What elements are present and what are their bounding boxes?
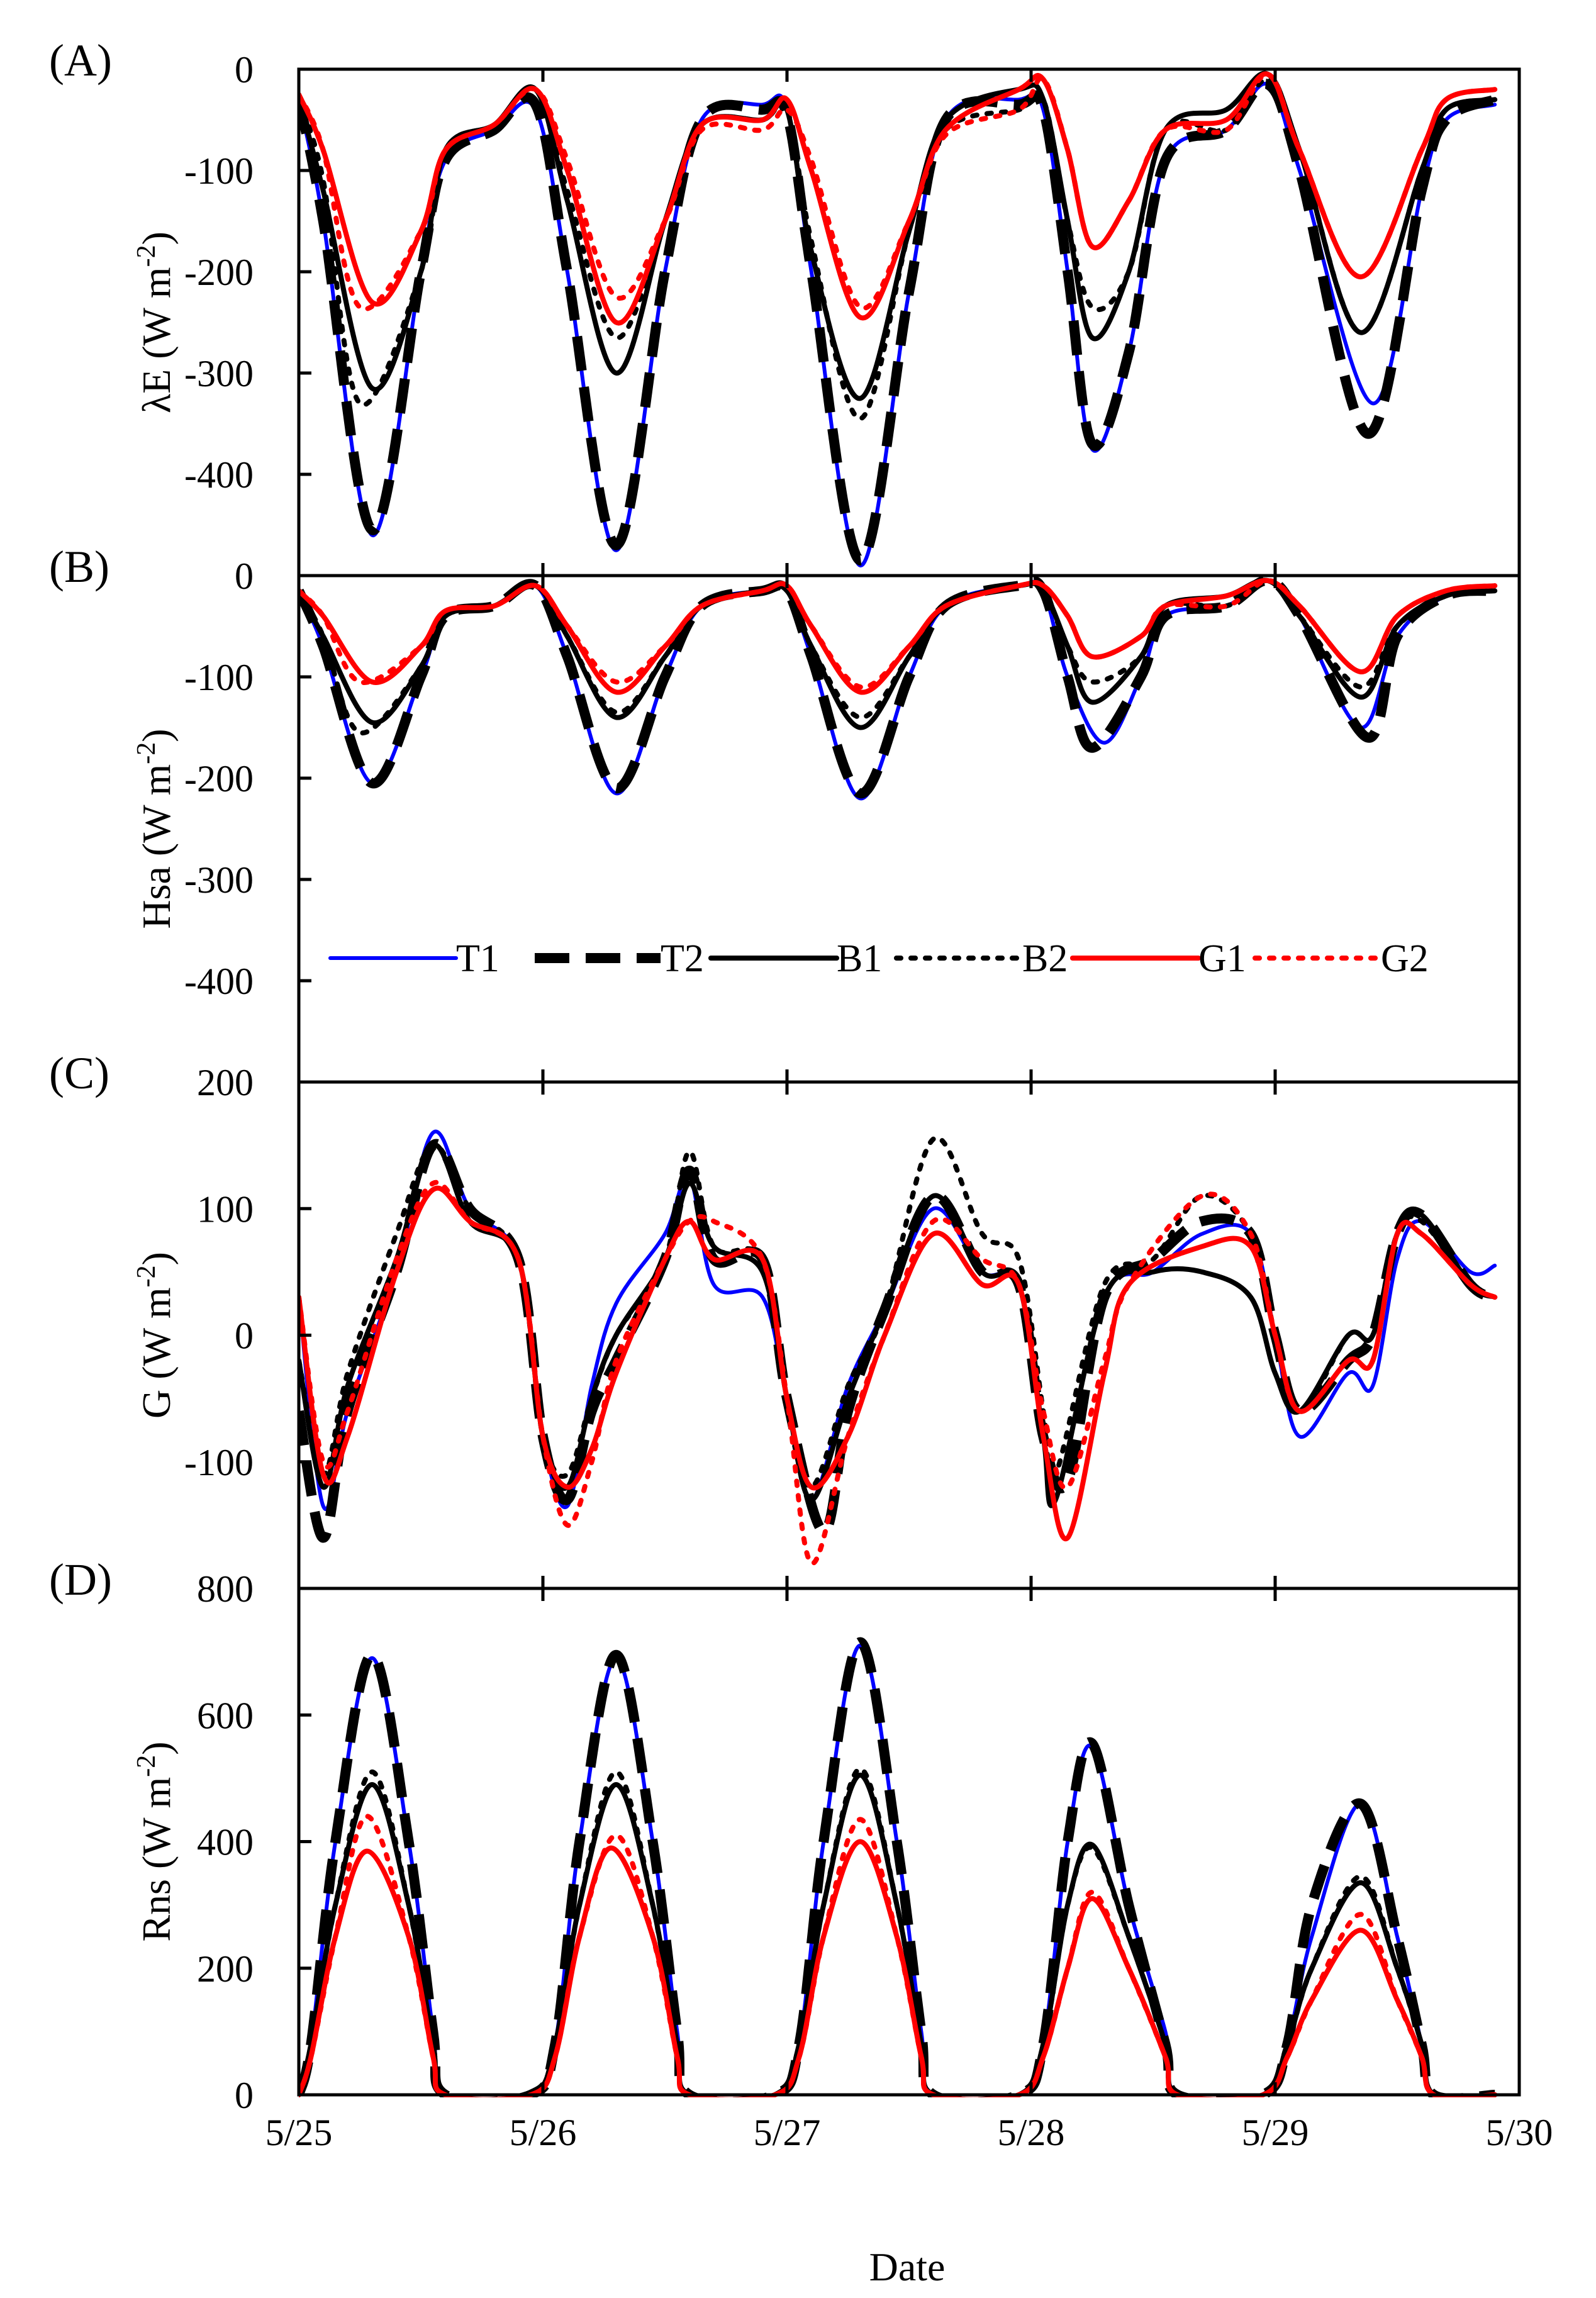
series-g1-line [299,71,1498,326]
x-tick-label: 5/30 [1486,2112,1553,2153]
x-tick-label: 5/27 [754,2112,821,2153]
series-t2-line [299,1637,1495,2097]
series-group [299,575,1498,801]
series-b1-line [299,1142,1498,1509]
series-t1-line [299,1129,1497,1511]
legend-label: G1 [1198,937,1246,980]
y-tick-label: -200 [184,758,254,800]
y-tick-label: -300 [184,859,254,901]
y-tick-label: 200 [197,1062,254,1103]
y-tick-label: -300 [184,353,254,394]
y-tick-label: -100 [184,1442,254,1483]
legend-item-t2: T2 [535,937,704,980]
panel-c: -100 0 100 200 (C) G (W m-2) [49,1048,1521,1590]
y-tick-label: -100 [184,150,254,192]
x-tick-label: 5/28 [998,2112,1065,2153]
panel-a: -400 -300 -200 -100 0 (A) λE (W m-2) [49,35,1521,577]
series-group [299,1129,1498,1566]
y-tick-label: -400 [184,961,254,1002]
x-tick-label: 5/25 [265,2112,333,2153]
series-group [299,70,1498,567]
y-tick-label: 0 [235,1315,254,1357]
panel-d: 0 200 400 600 800 (D) Rns (W m-2) [49,1554,1521,2116]
panel-label: (A) [49,35,112,86]
series-g2-line [299,578,1498,690]
series-t1-line [299,81,1497,567]
x-tick-label: 5/29 [1242,2112,1309,2153]
legend: T1 T2 B1 B2 G1 G2 [328,937,1429,980]
panel-b: -400 -300 -200 -100 0 (B) Hsa (W m-2) [49,542,1521,1084]
y-tick-label: -400 [184,454,254,496]
panel-label: (C) [49,1048,109,1098]
y-tick-label: -100 [184,657,254,698]
legend-item-b1: B1 [708,937,882,980]
y-axis-label: λE (W m-2) [132,231,179,413]
panel-label: (B) [49,542,109,592]
legend-item-t1: T1 [328,937,499,980]
series-b2-line [299,1766,1498,2097]
legend-label: G2 [1381,937,1429,980]
legend-label: B2 [1022,937,1068,980]
series-t2-line [299,575,1496,799]
y-tick-label: 400 [197,1822,254,1863]
legend-label: T2 [661,937,704,980]
series-b2-line [299,1135,1498,1490]
y-tick-label: 0 [235,49,254,91]
series-t1-line [299,578,1497,801]
panel-frame [297,67,1521,577]
y-tick-label: 600 [197,1695,254,1736]
series-g2-line [299,1180,1498,1566]
y-tick-label: 800 [197,1568,254,1610]
legend-label: T1 [456,937,499,980]
series-g1-line [299,1839,1498,2097]
y-axis-label: Rns (W m-2) [132,1741,179,1941]
y-tick-label: 100 [197,1188,254,1230]
legend-item-b2: B2 [894,937,1068,980]
y-tick-label: -200 [184,252,254,293]
y-tick-label: 0 [235,2075,254,2116]
x-tick-label: 5/26 [510,2112,577,2153]
y-axis-label: Hsa (W m-2) [132,728,179,929]
series-group [299,1637,1498,2097]
y-axis-label: G (W m-2) [132,1252,179,1419]
legend-label: B1 [837,937,882,980]
series-g1-line [299,1185,1498,1542]
panel-label: (D) [49,1554,112,1605]
y-tick-label: 0 [235,555,254,597]
y-tick-label: 200 [197,1948,254,1990]
series-t2-line [299,79,1497,566]
series-t2-line [299,1139,1497,1543]
series-g1-line [299,577,1498,695]
legend-item-g2: G2 [1253,937,1429,980]
x-axis-label: Date [869,2245,946,2289]
legend-item-g1: G1 [1070,937,1246,980]
panel-frame [297,1080,1521,1590]
x-axis: 5/25 5/26 5/27 5/28 5/29 5/30 [265,2112,1553,2153]
